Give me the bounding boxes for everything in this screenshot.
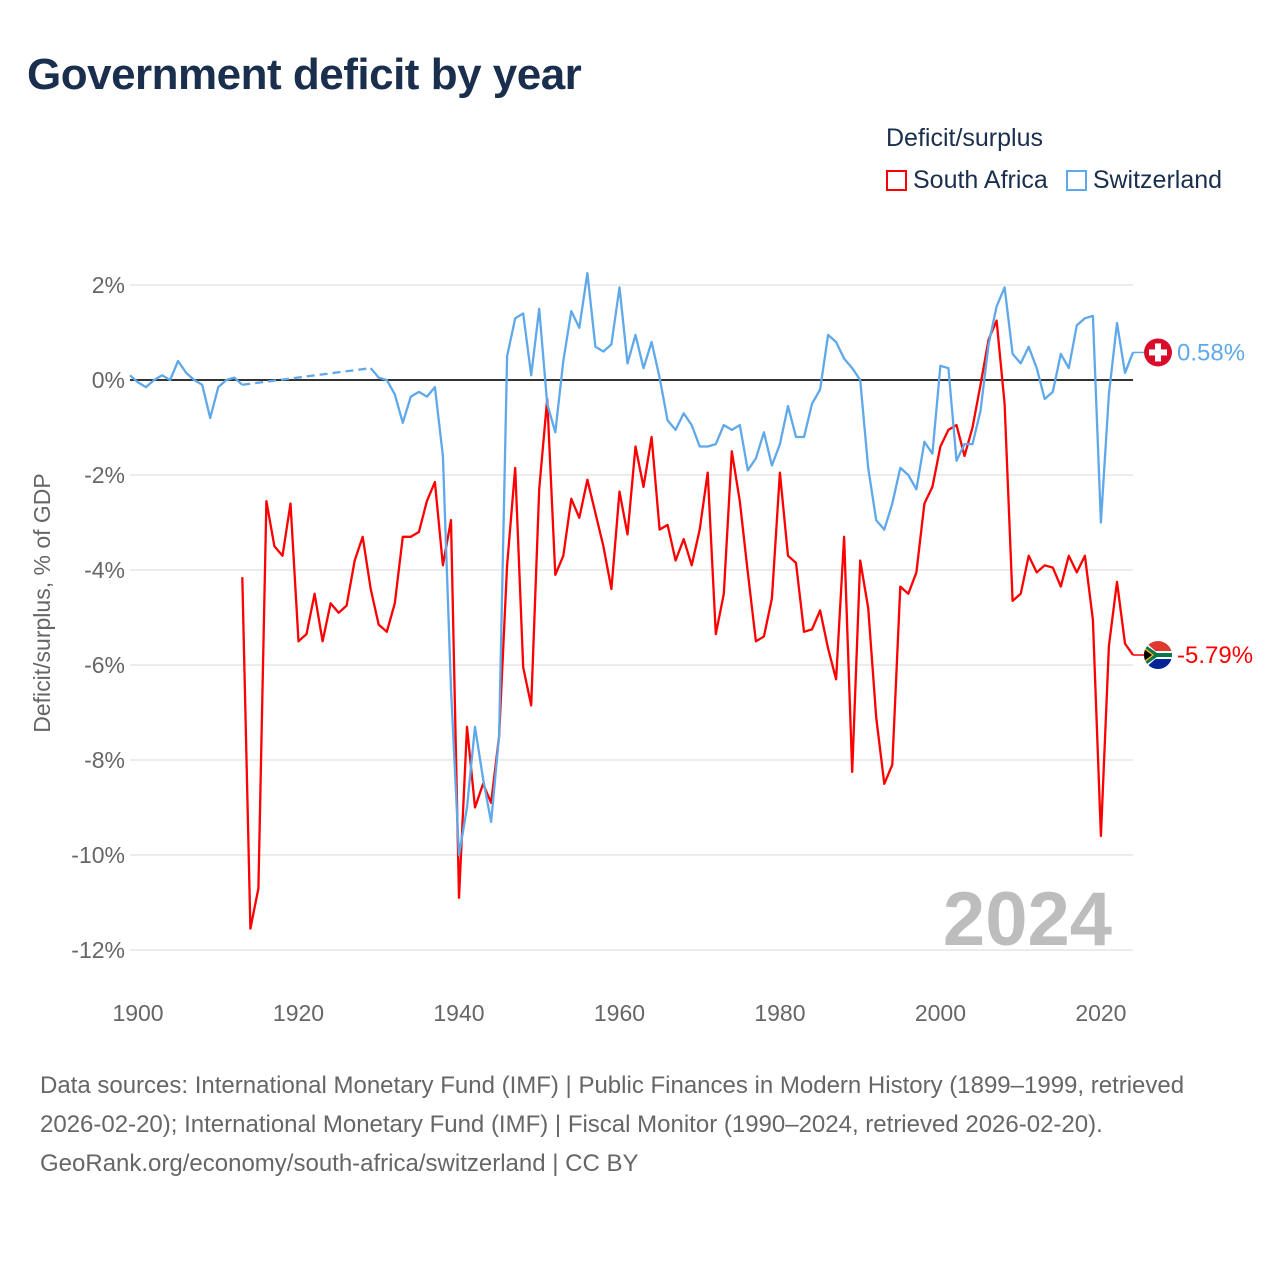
attribution-link[interactable]: GeoRank.org/economy/south-africa/switzer… xyxy=(40,1150,639,1177)
series-line-switzerland xyxy=(129,271,1135,857)
series-gap-switzerland xyxy=(242,366,371,386)
x-tick-label: 1980 xyxy=(754,1000,805,1026)
x-tick-label: 1900 xyxy=(112,1000,163,1026)
end-label-switzerland: 0.58% xyxy=(1177,339,1245,366)
legend-label: South Africa xyxy=(913,166,1048,194)
end-label-south-africa: -5.79% xyxy=(1177,642,1253,669)
x-tick-label: 2000 xyxy=(915,1000,966,1026)
y-tick-label: -10% xyxy=(71,842,125,868)
flag-switzerland-icon xyxy=(1144,338,1172,367)
y-axis-ticks: 2% 0% -2% -4% -6% -8% -10% -12% xyxy=(71,272,125,963)
gridlines xyxy=(130,284,1133,951)
x-axis-ticks: 1900 1920 1940 1960 1980 2000 2020 xyxy=(112,1000,1126,1026)
x-tick-label: 2020 xyxy=(1075,1000,1126,1026)
y-axis-label: Deficit/surplus, % of GDP xyxy=(29,473,55,732)
y-tick-label: 0% xyxy=(92,367,125,393)
legend-swatch-switzerland xyxy=(1065,170,1087,191)
legend-title: Deficit/surplus xyxy=(886,124,1043,152)
legend-item-south-africa[interactable]: South Africa xyxy=(886,166,1048,195)
line-chart: 2% 0% -2% -4% -6% -8% -10% -12% 1900 1920 1940 196… xyxy=(29,271,1253,1026)
flag-south-africa-icon xyxy=(1144,641,1172,670)
legend-label: Switzerland xyxy=(1092,166,1223,194)
series-lines xyxy=(129,271,1135,930)
legend-item-switzerland[interactable]: Switzerland xyxy=(1065,166,1223,195)
legend: South Africa Switzerland xyxy=(886,166,1222,195)
legend-swatch-south-africa xyxy=(886,170,907,191)
chart-title: Government deficit by year xyxy=(27,50,582,99)
current-year-label: 2024 xyxy=(943,877,1112,962)
y-tick-label: -4% xyxy=(84,557,125,583)
data-sources: Data sources: International Monetary Fun… xyxy=(40,1072,1185,1138)
y-tick-label: -12% xyxy=(71,937,125,963)
y-tick-label: -8% xyxy=(84,747,125,773)
x-tick-label: 1960 xyxy=(594,1000,645,1026)
x-tick-label: 1940 xyxy=(433,1000,484,1026)
x-tick-label: 1920 xyxy=(273,1000,324,1026)
y-tick-label: -6% xyxy=(84,652,125,678)
y-tick-label: -2% xyxy=(84,462,125,488)
series-line-south-africa xyxy=(241,319,1134,930)
end-labels: -5.79% 0.58% xyxy=(1133,338,1253,670)
footer: Data sources: International Monetary Fun… xyxy=(40,1066,1240,1183)
y-tick-label: 2% xyxy=(92,272,125,298)
